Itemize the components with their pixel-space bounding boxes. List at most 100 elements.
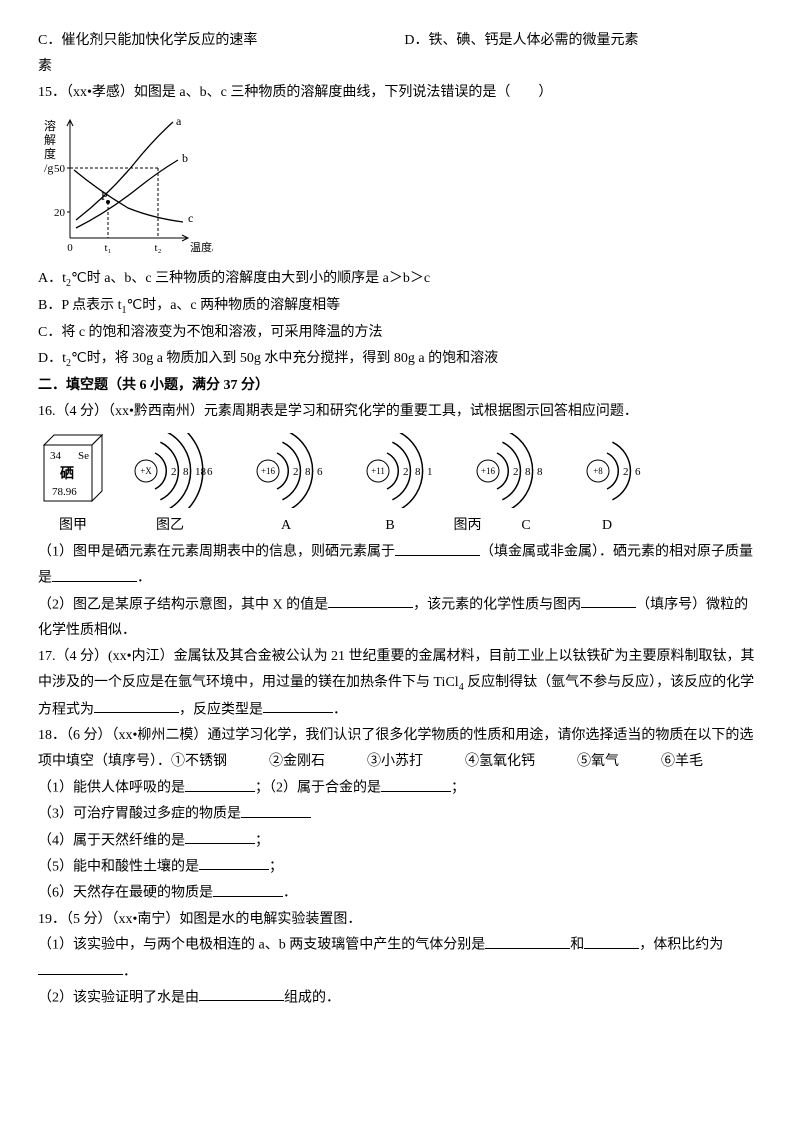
t: （4）属于天然纤维的是	[38, 833, 185, 848]
q15-opt-b: B．P 点表示 t1℃时，a、c 两种物质的溶解度相等	[38, 293, 762, 320]
svg-text:78.96: 78.96	[52, 486, 77, 498]
blank[interactable]	[199, 854, 269, 870]
atom-yi: +X28186	[130, 433, 230, 508]
label-jia: 图甲	[38, 513, 108, 539]
label-c: C	[495, 513, 557, 539]
svg-text:P: P	[101, 189, 108, 203]
t: （1）能供人体呼吸的是	[38, 781, 185, 796]
t2: ℃时，a、c 两种物质的溶解度相等	[127, 298, 341, 313]
se-box: 34 Se 硒 78.96	[38, 431, 108, 509]
q14-options: C．催化剂只能加快化学反应的速率 D．铁、碘、钙是人体必需的微量元素	[38, 28, 762, 54]
svg-text:8: 8	[415, 466, 421, 478]
blank[interactable]	[328, 592, 413, 608]
svg-text:a: a	[176, 114, 182, 128]
blank[interactable]	[263, 697, 333, 713]
t: ；	[269, 859, 283, 874]
svg-text:20: 20	[54, 207, 66, 219]
svg-text:解: 解	[44, 133, 56, 147]
section-2-header: 二．填空题（共 6 小题，满分 37 分）	[38, 373, 762, 399]
t: D．t	[38, 351, 66, 366]
svg-text:6: 6	[207, 466, 213, 478]
t: （3）可治疗胃酸过多症的物质是	[38, 807, 241, 822]
atom-d: +826	[582, 433, 656, 508]
svg-text:硒: 硒	[60, 466, 74, 482]
blank[interactable]	[241, 801, 311, 817]
svg-text:Se: Se	[78, 450, 89, 462]
svg-text:2: 2	[623, 466, 629, 478]
svg-text:t₁: t₁	[105, 242, 112, 254]
q15-opt-c: C．将 c 的饱和溶液变为不饱和溶液，可采用降温的方法	[38, 320, 762, 346]
blank[interactable]	[485, 932, 570, 948]
blank[interactable]	[395, 539, 480, 555]
t: ．	[123, 964, 137, 979]
t: 组成的．	[284, 990, 340, 1005]
svg-text:度: 度	[44, 146, 56, 161]
svg-text:8: 8	[537, 466, 543, 478]
t: 和	[570, 938, 584, 953]
t: ．	[333, 702, 347, 717]
svg-text:2: 2	[171, 466, 177, 478]
svg-text:t₂: t₂	[155, 242, 162, 254]
blank[interactable]	[381, 775, 451, 791]
q16-p1: （1）图甲是硒元素在元素周期表中的信息，则硒元素属于（填金属或非金属）．硒元素的…	[38, 539, 762, 592]
q16-figure-row: 34Se硒78.96 +X28186 +16286 +11281 +16288 …	[38, 431, 762, 509]
svg-text:0: 0	[67, 242, 73, 254]
atom-c: +16288	[472, 433, 560, 508]
blank[interactable]	[38, 959, 123, 975]
svg-text:2: 2	[293, 466, 299, 478]
blank[interactable]	[199, 985, 284, 1001]
svg-text:b: b	[182, 151, 188, 165]
svg-text:/g: /g	[44, 161, 53, 175]
svg-text:18: 18	[195, 466, 207, 478]
t: B．P 点表示 t	[38, 298, 122, 313]
t: （2）图乙是某原子结构示意图，其中 X 的值是	[38, 597, 328, 612]
blank[interactable]	[213, 880, 283, 896]
svg-text:溶: 溶	[44, 118, 56, 133]
svg-text:+11: +11	[371, 466, 385, 476]
q18-i6: （6）天然存在最硬的物质是 ．	[38, 880, 762, 906]
q15-stem: 15．（xx•孝感）如图是 a、b、c 三种物质的溶解度曲线，下列说法错误的是（…	[38, 80, 762, 106]
t: （1）图甲是硒元素在元素周期表中的信息，则硒元素属于	[38, 545, 395, 560]
q18-i5: （5）能中和酸性土壤的是；	[38, 854, 762, 880]
t: ；	[255, 833, 269, 848]
atom-a: +16286	[252, 433, 340, 508]
q14-opt-d: D．铁、碘、钙是人体必需的微量元素	[404, 33, 638, 48]
t: ，体积比约为	[639, 938, 723, 953]
blank[interactable]	[185, 828, 255, 844]
q15-opt-d: D．t2℃时，将 30g a 物质加入到 50g 水中充分搅拌，得到 80g a…	[38, 346, 762, 373]
q18-i4: （4）属于天然纤维的是 ；	[38, 828, 762, 854]
blank[interactable]	[584, 932, 639, 948]
svg-text:温度/℃: 温度/℃	[190, 240, 213, 254]
svg-text:2: 2	[513, 466, 519, 478]
svg-text:1: 1	[427, 466, 433, 478]
blank[interactable]	[185, 775, 255, 791]
q16-p2: （2）图乙是某原子结构示意图，其中 X 的值是，该元素的化学性质与图丙（填序号）…	[38, 592, 762, 644]
label-yi: 图乙	[108, 513, 232, 539]
svg-text:8: 8	[305, 466, 311, 478]
svg-text:8: 8	[525, 466, 531, 478]
svg-text:34: 34	[50, 450, 62, 462]
q19-p1: （1）该实验中，与两个电极相连的 a、b 两支玻璃管中产生的气体分别是 和 ，体积比…	[38, 932, 762, 985]
t: ．	[137, 571, 151, 586]
t: （1）该实验中，与两个电极相连的 a、b 两支玻璃管中产生的气体分别是	[38, 938, 485, 953]
t: A．t	[38, 271, 66, 286]
blank[interactable]	[581, 592, 636, 608]
blank[interactable]	[52, 565, 137, 581]
t: ；（2）属于合金的是	[255, 781, 381, 796]
t: （6）天然存在最硬的物质是	[38, 886, 213, 901]
q19-stem: 19．（5 分）（xx•南宁）如图是水的电解实验装置图．	[38, 907, 762, 933]
svg-text:50: 50	[54, 163, 66, 175]
label-b: B	[340, 513, 440, 539]
q15-opt-a: A．t2℃时 a、b、c 三种物质的溶解度由大到小的顺序是 a＞b＞c	[38, 266, 762, 293]
t: ；	[451, 781, 465, 796]
q16-labels: 图甲 图乙 A B 图丙 C D	[38, 513, 762, 539]
t2: ℃时 a、b、c 三种物质的溶解度由大到小的顺序是 a＞b＞c	[71, 271, 430, 286]
blank[interactable]	[94, 697, 179, 713]
svg-text:8: 8	[183, 466, 189, 478]
t: （2）该实验证明了水是由	[38, 990, 199, 1005]
svg-text:6: 6	[317, 466, 323, 478]
t: ．	[283, 886, 297, 901]
t2: ℃时，将 30g a 物质加入到 50g 水中充分搅拌，得到 80g a 的饱和…	[71, 351, 498, 366]
label-a: A	[232, 513, 340, 539]
svg-text:+8: +8	[593, 466, 603, 476]
